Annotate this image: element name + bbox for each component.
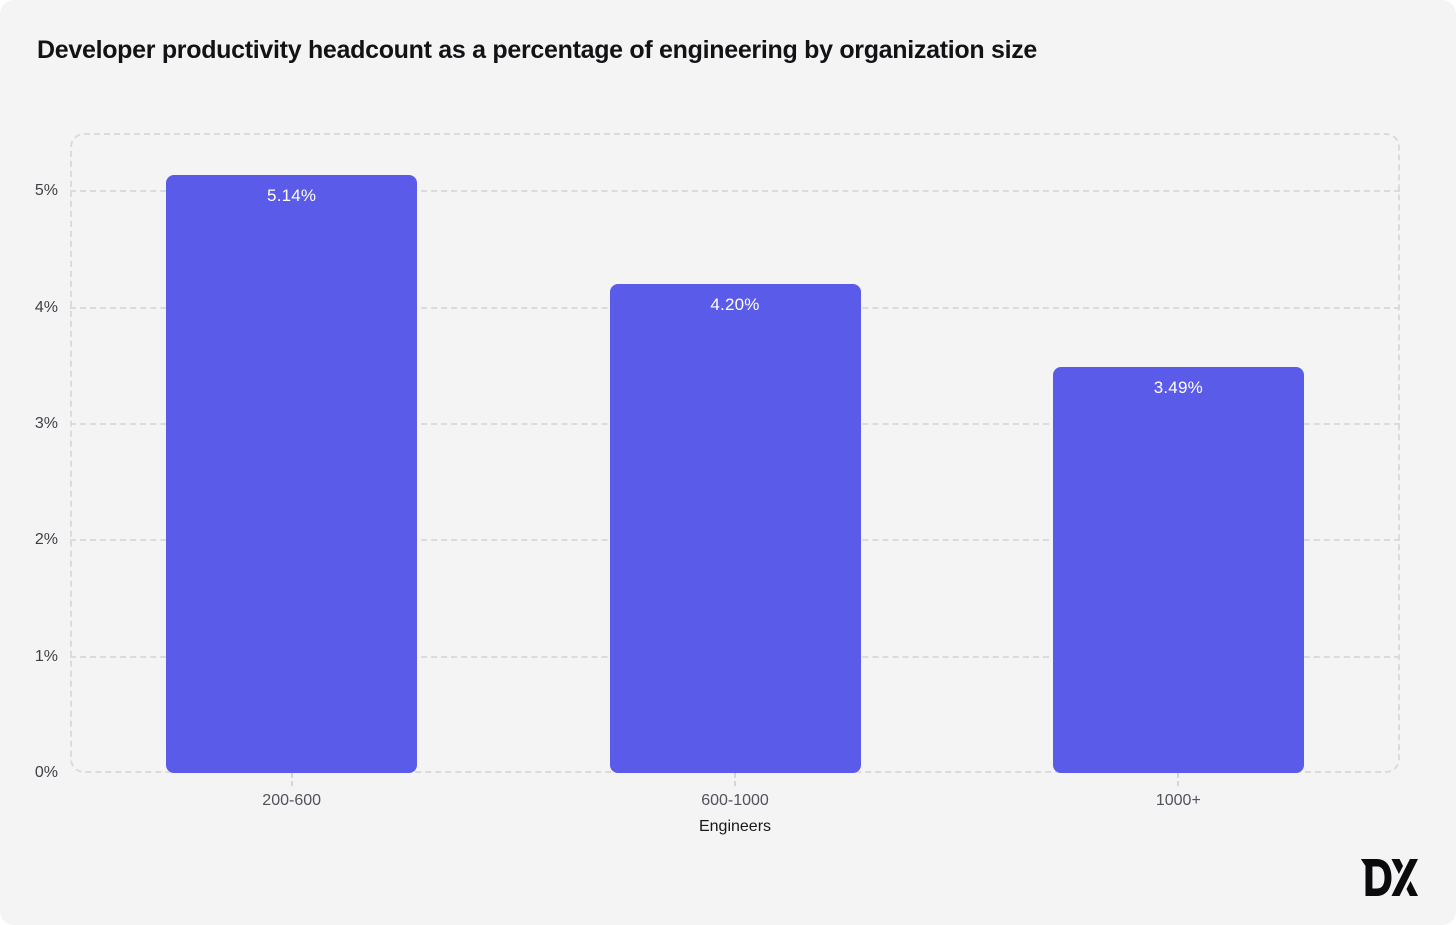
chart-title: Developer productivity headcount as a pe… (37, 36, 1038, 64)
x-tick-label: 1000+ (1155, 792, 1201, 809)
y-tick-label: 0% (34, 764, 58, 781)
bar-600-1000: 4.20% (609, 284, 861, 773)
bar-1000+: 3.49% (1052, 366, 1304, 773)
dx-logo-icon (1360, 859, 1418, 896)
y-tick-label: 1% (34, 647, 58, 665)
y-tick-label: 5% (34, 182, 58, 200)
y-tick-label: 4% (34, 298, 58, 316)
x-tick-label: 600-1000 (701, 792, 769, 809)
plot-area: 5.14% 4.20% 3.49% (70, 133, 1400, 773)
x-tick-label: 200-600 (262, 792, 322, 809)
y-axis-tick-labels: 0% 1% 2% 3% 4% 5% (0, 133, 58, 781)
x-tick-mark (734, 773, 736, 786)
gridline-5pct (70, 190, 1400, 193)
bar-200-600: 5.14% (166, 174, 418, 773)
bar-value-label: 3.49% (1153, 377, 1203, 397)
y-tick-label: 2% (34, 531, 58, 549)
x-tick-mark (1177, 773, 1180, 786)
x-axis-title: Engineers (698, 818, 772, 835)
bar-value-label: 4.20% (710, 295, 760, 315)
dx-logo (1358, 859, 1418, 896)
bar-value-label: 5.14% (267, 185, 317, 205)
y-tick-label: 3% (34, 414, 58, 432)
x-tick-mark (290, 773, 293, 786)
